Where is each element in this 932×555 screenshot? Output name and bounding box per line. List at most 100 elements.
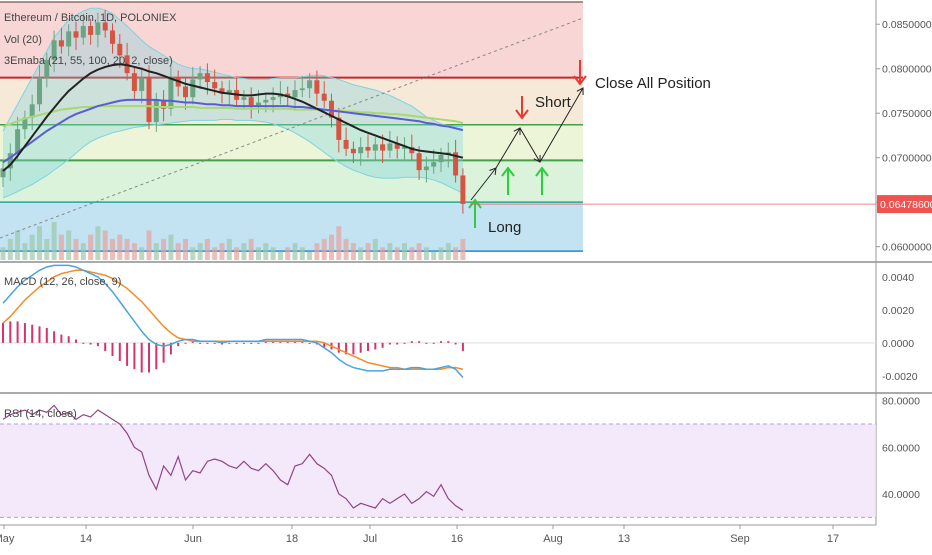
- macd-histogram-bar: [67, 336, 70, 343]
- volume-bar: [234, 247, 240, 260]
- macd-histogram-bar: [425, 342, 428, 344]
- long-arrow-up-head: [501, 166, 515, 177]
- macd-indicator-label: MACD (12, 26, close, 9): [4, 276, 122, 288]
- macd-histogram-bar: [53, 331, 56, 343]
- current-price-label: 0.06478600: [880, 199, 932, 211]
- candle-body: [409, 147, 415, 154]
- macd-histogram-bar: [381, 342, 384, 348]
- volume-bar: [88, 234, 94, 260]
- price-axis-tick-label: 0.07000000: [882, 153, 932, 165]
- volume-bar: [58, 234, 64, 260]
- projection-arrowhead: [513, 127, 521, 136]
- volume-bar: [409, 247, 415, 260]
- projection-path: [495, 127, 521, 169]
- price-axis-tick-label: 0.08000000: [882, 64, 932, 76]
- volume-bar: [329, 234, 334, 260]
- time-axis-tick-label: Jul: [363, 533, 377, 545]
- volume-bar: [102, 230, 108, 260]
- volume-bar: [350, 243, 356, 260]
- volume-bar: [15, 230, 21, 260]
- volume-bar: [37, 226, 42, 260]
- candle-body: [380, 144, 386, 151]
- annotation-long: Long: [488, 219, 522, 236]
- candle-body: [37, 77, 42, 105]
- volume-bar: [402, 243, 407, 260]
- macd-histogram-bar: [294, 341, 296, 343]
- candle-body: [190, 79, 196, 98]
- candle-body: [438, 155, 444, 163]
- ema55-line: [2, 98, 464, 163]
- candle-body: [183, 86, 188, 98]
- candle-body: [58, 40, 64, 47]
- volume-bar: [124, 238, 130, 260]
- macd-histogram-bar: [447, 341, 450, 343]
- short-arrow-down-head: [573, 75, 587, 86]
- trendline-dashed: [0, 17, 584, 239]
- macd-histogram-bar: [177, 342, 180, 347]
- macd-histogram-bar: [374, 342, 377, 350]
- volume-bar: [0, 247, 6, 260]
- candle-body: [0, 168, 6, 178]
- time-axis-tick-label: 14: [80, 533, 92, 545]
- macd-histogram-bar: [31, 324, 34, 343]
- macd-histogram-bar: [75, 339, 77, 343]
- macd-histogram-bar: [235, 342, 238, 344]
- macd-histogram-bar: [440, 341, 442, 343]
- candle-body: [343, 139, 349, 149]
- macd-histogram-bar: [359, 342, 362, 353]
- macd-histogram-bar: [206, 342, 209, 344]
- volume-bar: [248, 238, 254, 260]
- volume-bar: [358, 247, 364, 260]
- symbol-title: Ethereum / Bitcoin, 1D, POLONIEX: [4, 12, 177, 24]
- candle-body: [161, 99, 167, 109]
- macd-histogram-bar: [352, 342, 355, 355]
- candle-body: [110, 30, 115, 44]
- volume-bar: [241, 243, 247, 260]
- candle-body: [372, 144, 378, 151]
- candle-body: [15, 129, 21, 154]
- macd-histogram-bar: [9, 321, 12, 343]
- macd-histogram-bar: [264, 341, 267, 343]
- macd-histogram-bar: [461, 342, 464, 352]
- macd-histogram-bar: [396, 342, 399, 345]
- candle-body: [423, 166, 429, 171]
- candle-body: [66, 31, 72, 47]
- macd-histogram-bar: [155, 342, 158, 370]
- macd-axis-tick-label: 0.0000: [882, 338, 914, 350]
- rsi-axis-tick-label: 40.0000: [882, 489, 920, 501]
- ema21-line: [2, 63, 464, 172]
- macd-axis-tick-label: 0.0020: [882, 305, 914, 317]
- volume-bar: [343, 238, 349, 260]
- candle-body: [7, 153, 13, 169]
- candle-body: [204, 73, 210, 83]
- volume-bar: [270, 247, 276, 260]
- candle-body: [299, 88, 305, 91]
- macd-histogram-bar: [279, 341, 282, 343]
- ema-indicator-label: 3Emaba (21, 55, 100, 20, 2, close): [4, 55, 173, 67]
- candle-body: [168, 77, 174, 109]
- macd-histogram-bar: [104, 342, 107, 352]
- time-axis-tick-label: Aug: [543, 533, 563, 545]
- candle-body: [431, 162, 437, 167]
- volume-bar: [263, 243, 269, 260]
- volume-indicator-label: Vol (20): [4, 34, 42, 46]
- candle-body: [212, 82, 218, 89]
- macd-histogram-bar: [89, 342, 92, 345]
- macd-histogram-bar: [126, 342, 129, 366]
- candle-body: [460, 175, 466, 204]
- volume-bar: [292, 243, 298, 260]
- volume-bar: [219, 243, 225, 260]
- volume-bar: [460, 238, 466, 260]
- volume-bar: [204, 238, 210, 260]
- macd-histogram-bar: [242, 342, 245, 344]
- rsi-axis-tick-label: 60.0000: [882, 442, 920, 454]
- candle-body: [358, 147, 364, 154]
- projection-path: [470, 167, 497, 201]
- macd-histogram-bar: [308, 342, 311, 344]
- candle-body: [117, 43, 123, 56]
- fib-zone: [0, 160, 583, 203]
- volume-bar: [445, 243, 451, 260]
- volume-bar: [372, 238, 378, 260]
